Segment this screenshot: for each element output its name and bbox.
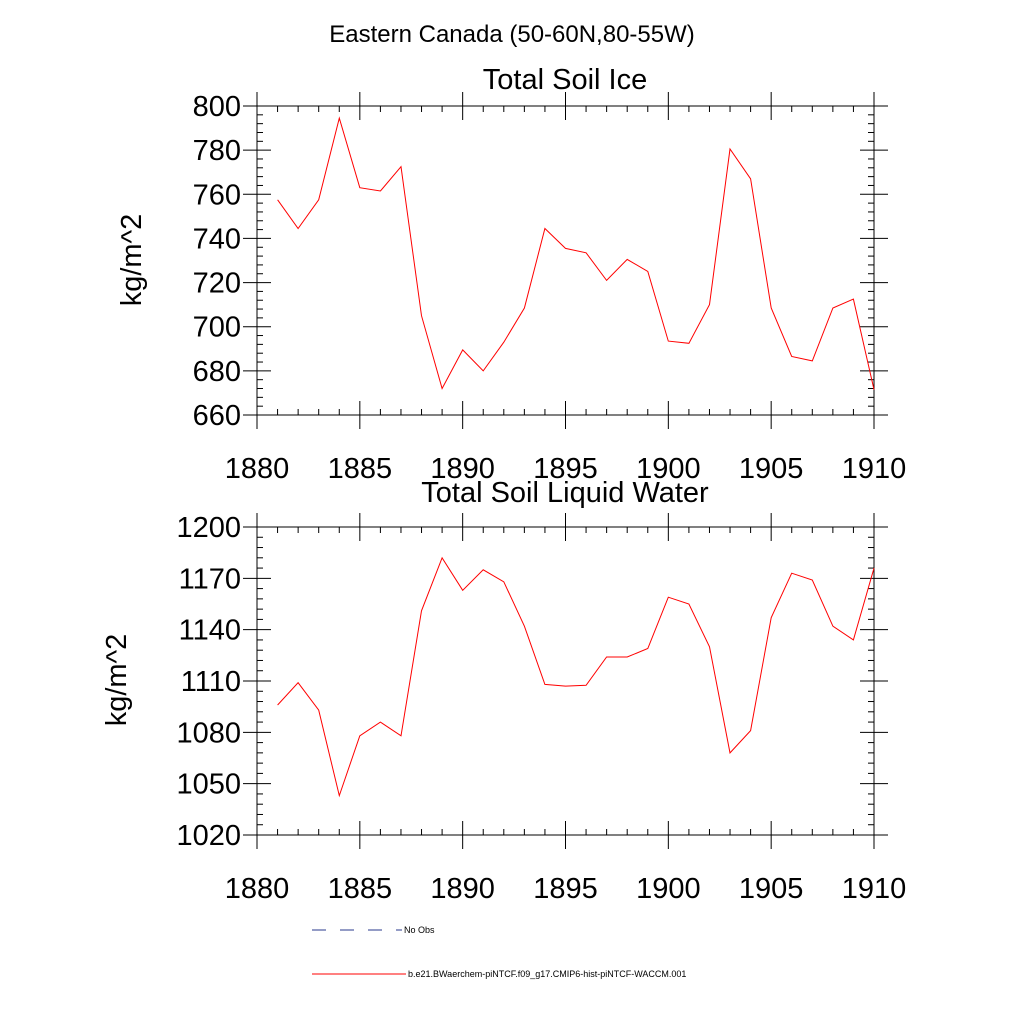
panel-title: Total Soil Ice: [483, 64, 647, 96]
x-tick-label: 1905: [739, 873, 804, 905]
x-tick-label: 1885: [328, 873, 393, 905]
y-tick-label: 1050: [176, 769, 241, 801]
y-tick-label: 780: [193, 135, 241, 167]
y-tick-label: 1170: [179, 563, 241, 595]
x-tick-label: 1895: [533, 453, 598, 485]
figure-title: Eastern Canada (50-60N,80-55W): [329, 21, 695, 48]
y-tick-label: 660: [193, 400, 241, 432]
soil-ice-panel: Total Soil Ice kg/m^2 1880 1885 1890 1895 19…: [116, 64, 906, 485]
x-tick-label: 1880: [225, 873, 290, 905]
soil-liquid-water-panel: Total Soil Liquid Water kg/m^2 1880 1885 1…: [101, 477, 906, 905]
y-axis-label: kg/m^2: [116, 214, 148, 307]
x-tick-label: 1910: [842, 873, 907, 905]
panel-title: Total Soil Liquid Water: [421, 477, 709, 509]
x-tick-label: 1900: [636, 453, 701, 485]
y-tick-label: 760: [193, 179, 241, 211]
y-axis-label: kg/m^2: [101, 634, 133, 727]
y-tick-label: 1200: [176, 512, 241, 544]
x-tick-label: 1905: [739, 453, 804, 485]
y-tick-label: 1020: [176, 820, 241, 852]
y-tick-label: 1080: [176, 717, 241, 749]
y-tick-label: 740: [193, 223, 241, 255]
x-tick-label: 1880: [225, 453, 290, 485]
series-line: [277, 116, 875, 390]
x-tick-label: 1900: [636, 873, 701, 905]
y-tick-label: 700: [193, 312, 241, 344]
y-tick-label: 800: [193, 91, 241, 123]
x-tick-label: 1910: [842, 453, 907, 485]
legend-obs-label: No Obs: [404, 925, 435, 935]
x-tick-label: 1895: [533, 873, 598, 905]
legend: No Obs b.e21.BWaerchem-piNTCF.f09_g17.CM…: [312, 925, 686, 979]
plot-frame: [256, 526, 875, 836]
x-tick-label: 1885: [328, 453, 393, 485]
y-tick-label: 1110: [181, 666, 241, 698]
legend-model-label: b.e21.BWaerchem-piNTCF.f09_g17.CMIP6-his…: [408, 969, 686, 979]
y-tick-label: 1140: [179, 615, 241, 647]
x-tick-label: 1890: [430, 873, 495, 905]
x-tick-label: 1890: [430, 453, 495, 485]
y-tick-label: 720: [193, 268, 241, 300]
series-line: [277, 556, 875, 798]
y-tick-label: 680: [193, 356, 241, 388]
